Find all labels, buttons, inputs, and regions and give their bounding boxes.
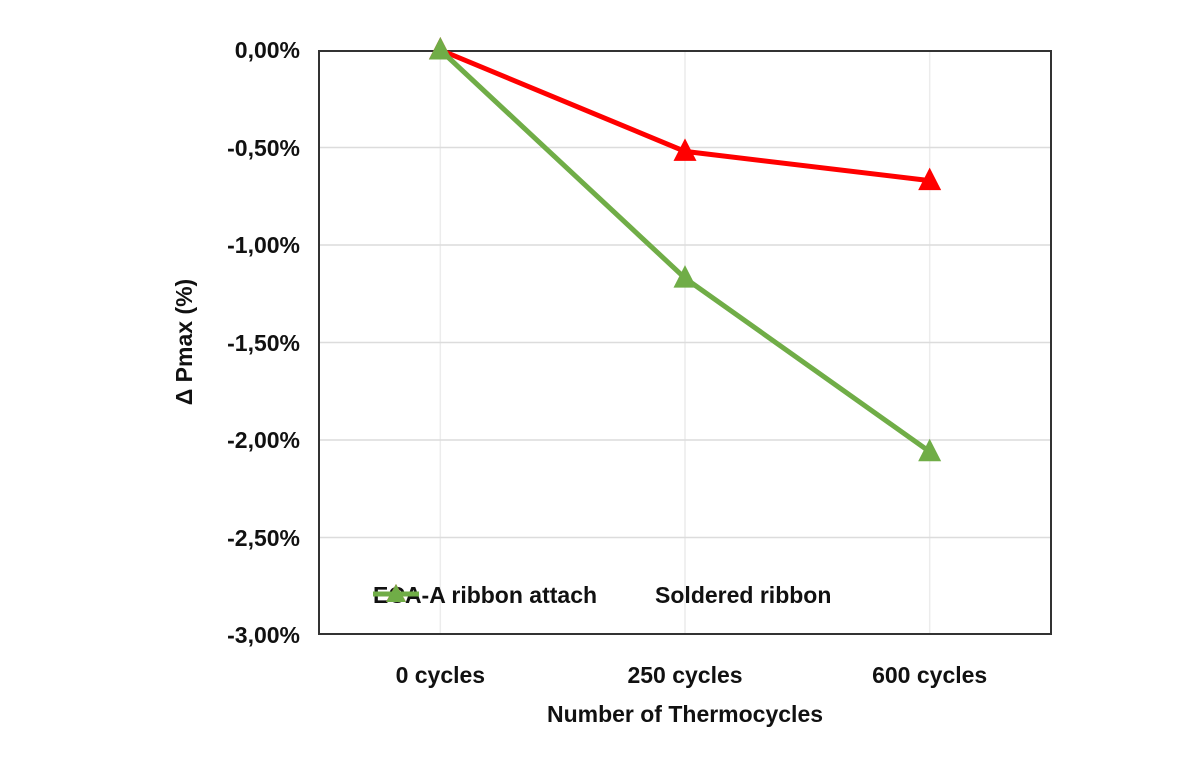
series-marker-1 bbox=[428, 37, 452, 60]
y-tick-label: 0,00% bbox=[234, 37, 300, 63]
series-marker-1 bbox=[673, 265, 697, 288]
series-marker-1 bbox=[918, 438, 942, 462]
legend-entry-1: Soldered ribbon bbox=[373, 581, 832, 609]
y-tick-label: -2,50% bbox=[227, 524, 300, 551]
y-tick-label: -2,00% bbox=[227, 427, 300, 453]
plot-border bbox=[318, 50, 1052, 635]
y-tick-label: -3,00% bbox=[227, 622, 300, 648]
legend: ECA-A ribbon attach Soldered ribbon bbox=[373, 581, 831, 609]
legend-label: Soldered ribbon bbox=[655, 582, 832, 608]
series-marker-0 bbox=[673, 138, 697, 161]
y-tick-label: -1,50% bbox=[227, 329, 300, 356]
legend-line-triangle-icon bbox=[373, 584, 419, 602]
x-tick-label: 0 cycles bbox=[395, 662, 486, 688]
series-marker-0 bbox=[918, 167, 942, 191]
x-tick-label: 600 cycles bbox=[872, 662, 988, 688]
plot-svg bbox=[318, 37, 1052, 635]
x-tick-label: 250 cycles bbox=[627, 662, 743, 688]
y-tick-label: -0,50% bbox=[227, 134, 300, 161]
y-tick-label: -1,00% bbox=[227, 232, 300, 258]
x-axis-title: Number of Thermocycles bbox=[546, 701, 824, 727]
plot-area: ECA-A ribbon attach Soldered ribbon bbox=[318, 37, 1052, 635]
